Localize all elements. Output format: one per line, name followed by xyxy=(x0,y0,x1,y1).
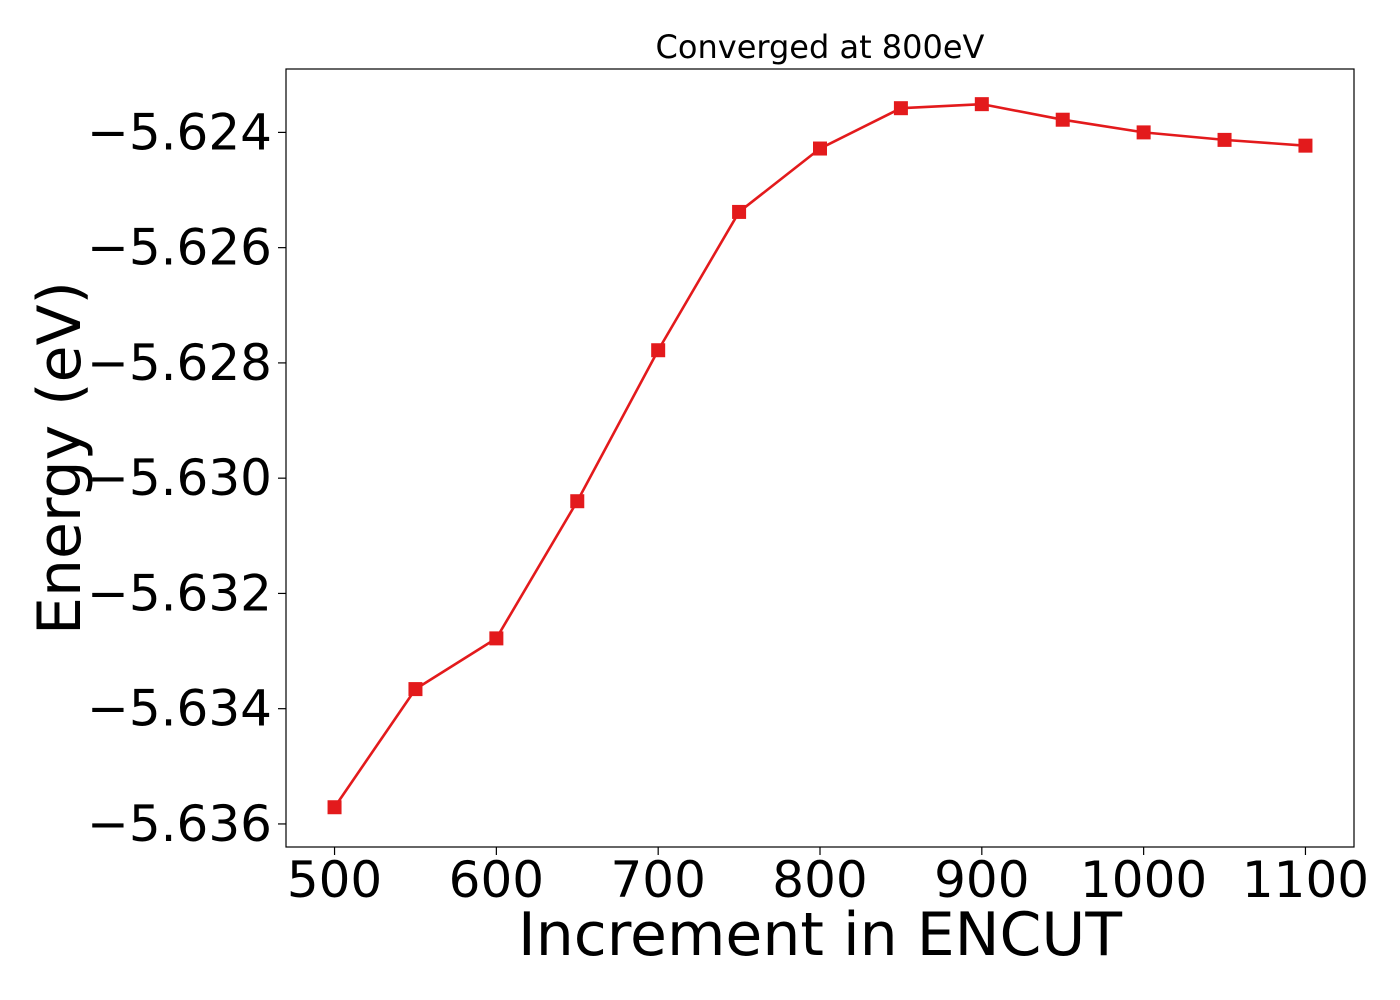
y-tick-label: −5.626 xyxy=(87,219,272,277)
x-tick-label: 1000 xyxy=(1080,851,1207,909)
chart-title: Converged at 800eV xyxy=(656,28,985,66)
data-point-marker xyxy=(1298,138,1313,153)
x-tick-label: 700 xyxy=(610,851,705,909)
data-point-marker xyxy=(651,343,666,358)
x-axis-title: Increment in ENCUT xyxy=(518,900,1122,970)
x-tick-label: 800 xyxy=(772,851,867,909)
data-point-marker xyxy=(1136,125,1151,140)
y-tick-label: −5.634 xyxy=(87,680,272,738)
x-tick-label: 900 xyxy=(934,851,1029,909)
data-point-marker xyxy=(327,800,342,815)
y-tick-label: −5.636 xyxy=(87,795,272,853)
y-tick-label: −5.624 xyxy=(87,103,272,161)
x-tick-label: 1100 xyxy=(1242,851,1369,909)
x-tick-label: 600 xyxy=(449,851,544,909)
data-point-marker xyxy=(489,631,504,646)
data-point-marker xyxy=(974,97,989,112)
x-tick-label: 500 xyxy=(287,851,382,909)
data-point-marker xyxy=(408,682,423,697)
series-layer xyxy=(327,97,1313,815)
data-point-marker xyxy=(1217,132,1232,147)
data-point-marker xyxy=(570,494,585,509)
plot-border xyxy=(285,68,1355,848)
data-point-marker xyxy=(732,204,747,219)
y-tick-label: −5.628 xyxy=(87,334,272,392)
series-line xyxy=(333,102,1306,808)
y-axis-title: Energy (eV) xyxy=(25,281,95,635)
y-tick-label: −5.630 xyxy=(87,449,272,507)
data-point-marker xyxy=(893,101,908,116)
x-axis-ticks: 500 600 700 800 900 1000 1100 xyxy=(287,847,1369,909)
y-axis-ticks: −5.636 −5.634 −5.632 −5.630 −5.628 −5.626 −5.6… xyxy=(87,103,286,853)
y-tick-label: −5.632 xyxy=(87,564,272,622)
plot-area xyxy=(285,68,1355,848)
data-point-marker xyxy=(813,141,827,156)
data-point-marker xyxy=(1055,112,1070,127)
